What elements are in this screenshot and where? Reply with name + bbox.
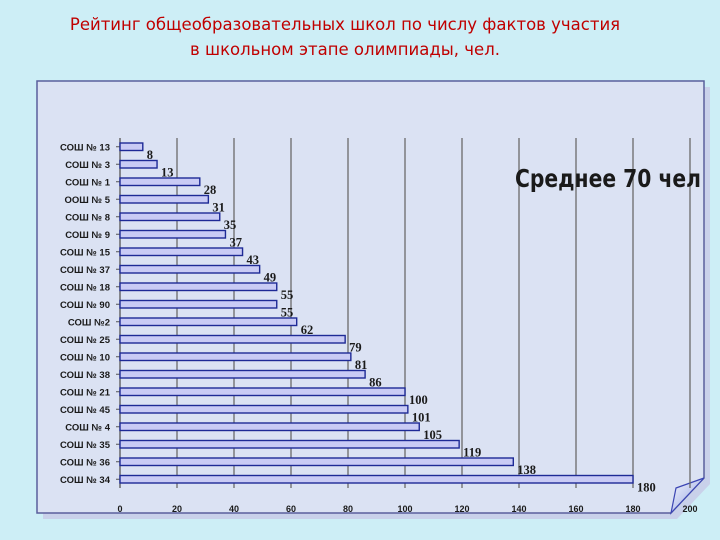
bar-value-label: 13 bbox=[161, 165, 174, 179]
bar-value-label: 55 bbox=[281, 288, 294, 302]
bar-value-label: 86 bbox=[369, 375, 382, 389]
slide-title: Рейтинг общеобразовательных школ по числ… bbox=[0, 12, 690, 62]
bar bbox=[119, 247, 244, 257]
category-label: СОШ № 4 bbox=[65, 422, 110, 433]
bar bbox=[119, 439, 460, 449]
x-tick-label: 20 bbox=[172, 504, 182, 514]
bar-value-label: 37 bbox=[229, 235, 242, 249]
bar bbox=[119, 212, 221, 222]
bar bbox=[119, 194, 210, 204]
x-tick-label: 140 bbox=[511, 504, 526, 514]
bar bbox=[119, 142, 144, 152]
x-tick-label: 80 bbox=[343, 504, 353, 514]
bar-value-label: 119 bbox=[463, 445, 481, 459]
bar bbox=[119, 387, 406, 397]
bar bbox=[119, 159, 158, 169]
bar bbox=[119, 457, 514, 467]
bar bbox=[119, 317, 298, 327]
category-label: СОШ № 3 bbox=[65, 160, 110, 171]
bar-value-label: 79 bbox=[349, 340, 362, 354]
slide-title-line-1: Рейтинг общеобразовательных школ по числ… bbox=[69, 15, 621, 34]
x-tick-label: 160 bbox=[568, 504, 583, 514]
category-label: СОШ № 8 bbox=[65, 212, 110, 223]
x-tick-label: 200 bbox=[682, 504, 697, 514]
bar-value-label: 105 bbox=[423, 428, 442, 442]
category-label: ООШ № 5 bbox=[65, 195, 111, 206]
x-tick-label: 40 bbox=[229, 504, 239, 514]
category-label: СОШ № 38 bbox=[60, 370, 110, 381]
bar bbox=[119, 422, 420, 432]
bar bbox=[119, 334, 346, 344]
bar-value-label: 55 bbox=[281, 305, 294, 319]
bar-value-label: 100 bbox=[409, 393, 428, 407]
bar bbox=[119, 264, 261, 274]
bar bbox=[119, 369, 366, 379]
category-label: СОШ № 1 bbox=[65, 177, 110, 188]
x-tick-label: 60 bbox=[286, 504, 296, 514]
bar-value-label: 180 bbox=[637, 480, 656, 494]
x-tick-label: 120 bbox=[454, 504, 469, 514]
slide-title-line-2: в школьном этапе олимпиады, чел. bbox=[190, 40, 500, 59]
bar-value-label: 101 bbox=[412, 410, 431, 424]
x-tick-label: 100 bbox=[397, 504, 412, 514]
bar-value-label: 35 bbox=[224, 218, 237, 232]
category-label: СОШ №2 bbox=[68, 317, 110, 328]
category-label: СОШ № 9 bbox=[65, 230, 110, 241]
category-label: СОШ № 45 bbox=[60, 405, 111, 416]
average-annotation: Среднее 70 чел bbox=[515, 164, 701, 193]
bar bbox=[119, 474, 634, 484]
category-label: СОШ № 35 bbox=[60, 440, 111, 451]
x-tick-label: 0 bbox=[117, 504, 122, 514]
category-label: СОШ № 34 bbox=[60, 475, 111, 486]
x-tick-label: 180 bbox=[625, 504, 640, 514]
bar-value-label: 31 bbox=[212, 200, 225, 214]
category-label: СОШ № 90 bbox=[60, 300, 110, 311]
bar bbox=[119, 404, 409, 414]
bar bbox=[119, 177, 201, 187]
category-label: СОШ № 37 bbox=[60, 265, 110, 276]
category-label: СОШ № 10 bbox=[60, 352, 110, 363]
bar bbox=[119, 229, 227, 239]
bar bbox=[119, 282, 278, 292]
bar bbox=[119, 299, 278, 309]
category-label: СОШ № 36 bbox=[60, 457, 110, 468]
category-label: СОШ № 21 bbox=[60, 387, 111, 398]
bar-value-label: 138 bbox=[517, 463, 536, 477]
bar-value-label: 62 bbox=[301, 323, 314, 337]
bar-value-label: 49 bbox=[264, 270, 277, 284]
bar-value-label: 8 bbox=[147, 148, 153, 162]
category-label: СОШ № 13 bbox=[60, 142, 110, 153]
bar-value-label: 81 bbox=[355, 358, 368, 372]
bar bbox=[119, 352, 352, 362]
category-label: СОШ № 18 bbox=[60, 282, 110, 293]
bar-value-label: 43 bbox=[247, 253, 259, 267]
bar-value-label: 28 bbox=[204, 183, 217, 197]
category-label: СОШ № 25 bbox=[60, 335, 111, 346]
category-label: СОШ № 15 bbox=[60, 247, 111, 258]
